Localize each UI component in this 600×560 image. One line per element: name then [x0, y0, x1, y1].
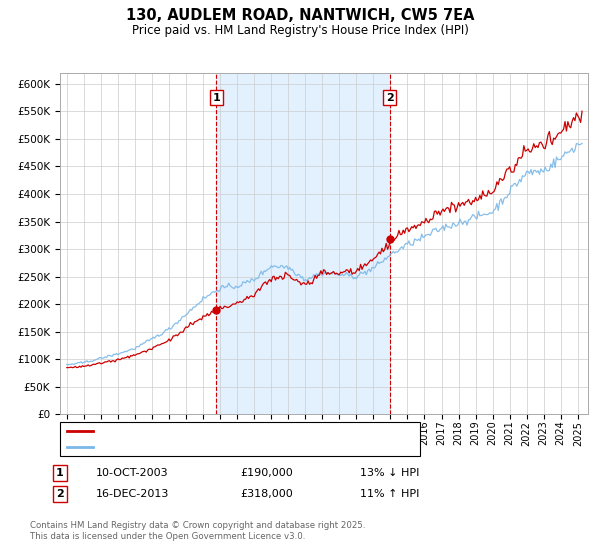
Text: 1: 1: [212, 92, 220, 102]
Text: 13% ↓ HPI: 13% ↓ HPI: [360, 468, 419, 478]
Text: 2: 2: [386, 92, 394, 102]
Text: 2: 2: [56, 489, 64, 499]
Bar: [217, 73, 390, 414]
Text: Price paid vs. HM Land Registry's House Price Index (HPI): Price paid vs. HM Land Registry's House …: [131, 24, 469, 36]
Text: 10-OCT-2003: 10-OCT-2003: [96, 468, 169, 478]
Text: 130, AUDLEM ROAD, NANTWICH, CW5 7EA (detached house): 130, AUDLEM ROAD, NANTWICH, CW5 7EA (det…: [98, 426, 415, 436]
Text: 16-DEC-2013: 16-DEC-2013: [96, 489, 169, 499]
Text: HPI: Average price, detached house, Cheshire East: HPI: Average price, detached house, Ches…: [98, 442, 362, 452]
Text: 130, AUDLEM ROAD, NANTWICH, CW5 7EA: 130, AUDLEM ROAD, NANTWICH, CW5 7EA: [126, 8, 474, 24]
Text: 1: 1: [56, 468, 64, 478]
Text: £190,000: £190,000: [240, 468, 293, 478]
Text: Contains HM Land Registry data © Crown copyright and database right 2025.
This d: Contains HM Land Registry data © Crown c…: [30, 521, 365, 540]
Text: £318,000: £318,000: [240, 489, 293, 499]
Text: 11% ↑ HPI: 11% ↑ HPI: [360, 489, 419, 499]
